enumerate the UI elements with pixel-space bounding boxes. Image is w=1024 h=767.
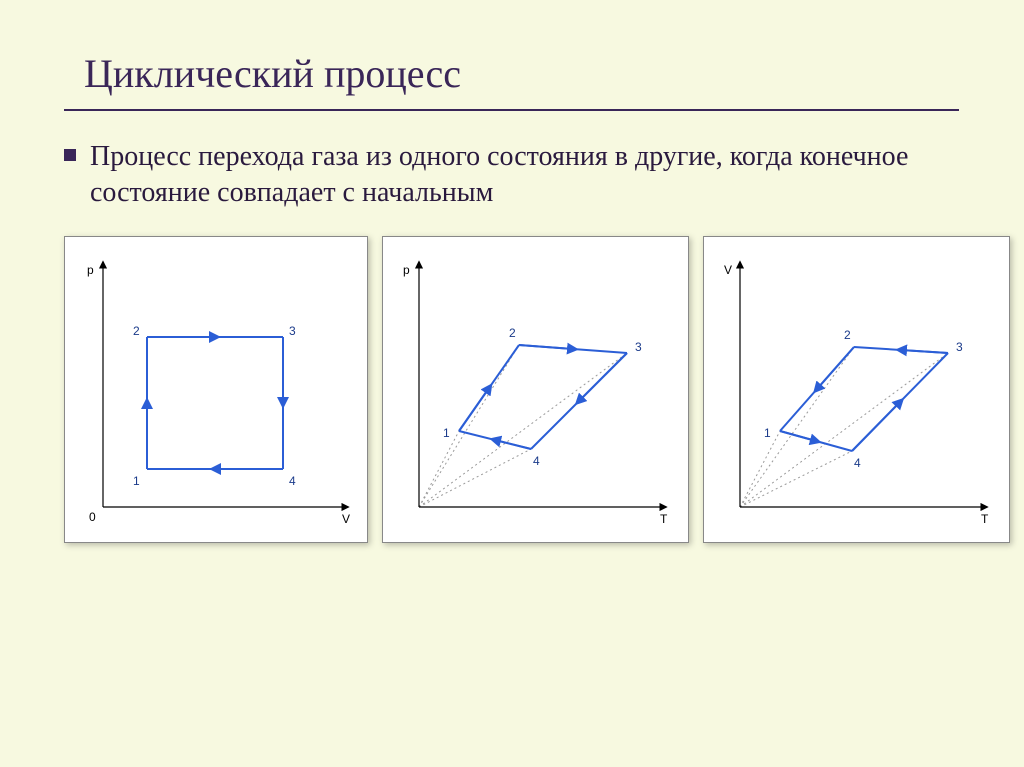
diagram-panel: Vp 0 1 2 3 4 — [64, 236, 368, 543]
svg-text:0: 0 — [89, 510, 96, 524]
svg-text:V: V — [724, 263, 732, 277]
svg-text:T: T — [660, 512, 668, 526]
svg-text:p: p — [87, 263, 94, 277]
diagram-row: Vp01234Tp1234TV1234 — [64, 236, 960, 543]
svg-text:3: 3 — [956, 340, 963, 354]
diagram-cycle-pv: Vp 0 1 2 3 4 — [65, 237, 367, 542]
diagram-panel: Tp 1 2 3 4 — [382, 236, 689, 543]
svg-text:T: T — [981, 512, 989, 526]
svg-text:4: 4 — [289, 474, 296, 488]
svg-text:1: 1 — [764, 426, 771, 440]
bullet-icon — [64, 149, 76, 161]
slide-title: Циклический процесс — [84, 50, 960, 97]
svg-text:V: V — [342, 512, 350, 526]
diagram-cycle-vt: T V 1 2 3 4 — [704, 237, 1009, 542]
svg-text:3: 3 — [635, 340, 642, 354]
svg-text:4: 4 — [854, 456, 861, 470]
body-row: Процесс перехода газа из одного состояни… — [64, 139, 960, 212]
diagram-cycle-pt: Tp 1 2 3 4 — [383, 237, 688, 542]
svg-text:3: 3 — [289, 324, 296, 338]
svg-text:1: 1 — [133, 474, 140, 488]
svg-text:2: 2 — [133, 324, 140, 338]
svg-text:p: p — [403, 263, 410, 277]
diagram-panel: T V 1 2 3 4 — [703, 236, 1010, 543]
slide-description: Процесс перехода газа из одного состояни… — [90, 139, 940, 212]
slide: Циклический процесс Процесс перехода газ… — [0, 0, 1024, 573]
svg-text:1: 1 — [443, 426, 450, 440]
svg-text:2: 2 — [509, 326, 516, 340]
svg-text:4: 4 — [533, 454, 540, 468]
title-divider — [64, 109, 959, 111]
svg-text:2: 2 — [844, 328, 851, 342]
